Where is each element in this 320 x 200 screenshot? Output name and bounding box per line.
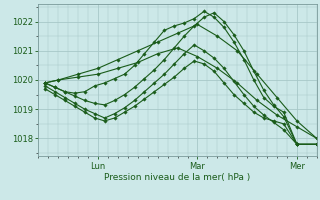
X-axis label: Pression niveau de la mer( hPa ): Pression niveau de la mer( hPa ) — [104, 173, 251, 182]
